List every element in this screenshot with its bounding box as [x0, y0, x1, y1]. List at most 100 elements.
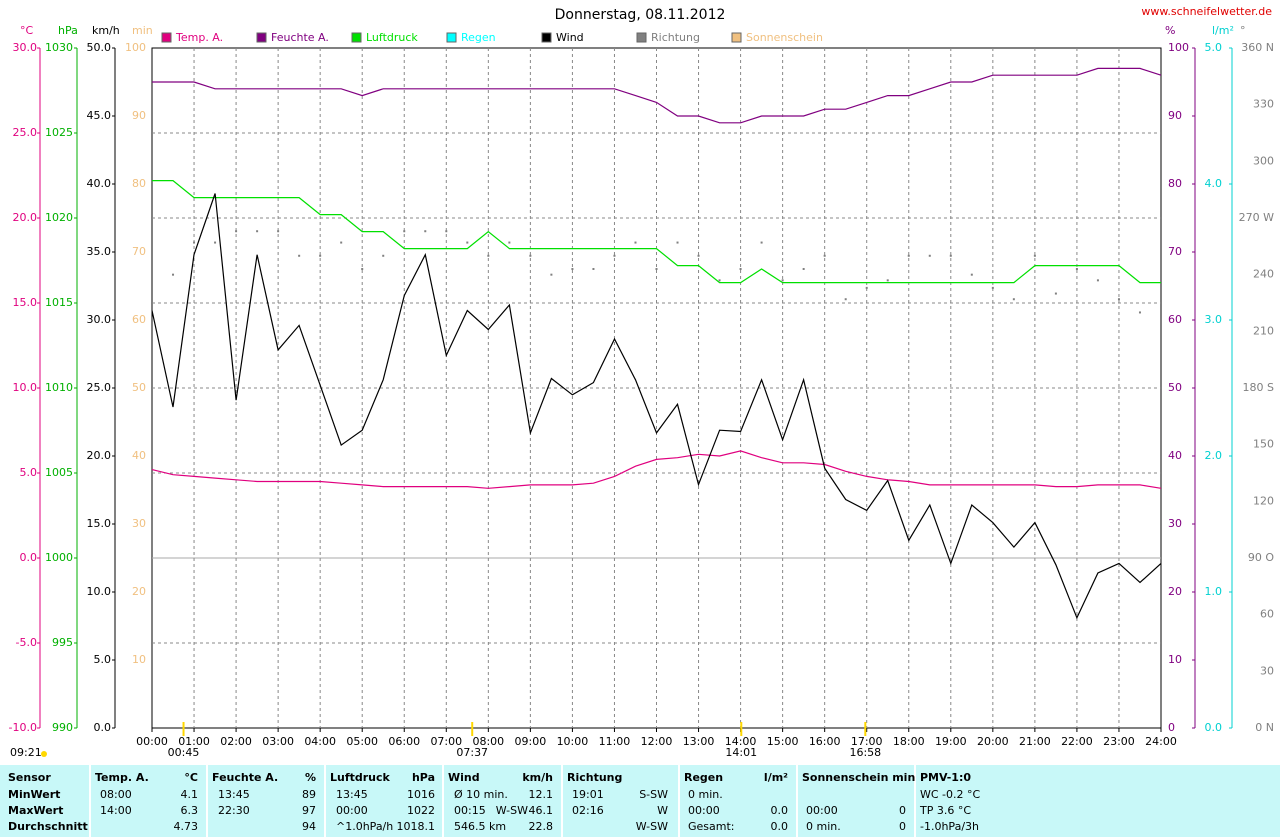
y-tick-label: 1020	[45, 211, 73, 224]
x-tick-label: 13:00	[683, 735, 715, 748]
direction-dot	[655, 268, 658, 270]
legend-label: Regen	[461, 31, 496, 44]
direction-dot	[718, 279, 721, 282]
table-cell: 4.73	[174, 820, 199, 833]
axis-unit: °C	[20, 24, 34, 37]
direction-dot	[991, 286, 994, 289]
direction-dot	[613, 254, 616, 257]
sun-icon	[41, 751, 47, 757]
x-tick-label: 01:00	[178, 735, 210, 748]
legend-swatch	[541, 32, 552, 43]
direction-dot	[634, 241, 637, 244]
table-cell: W-SW	[636, 820, 668, 833]
x-tick-label: 23:00	[1103, 735, 1135, 748]
legend-swatch	[636, 32, 647, 43]
table-cell: 14:00	[100, 804, 132, 817]
table-cell: 1022	[407, 804, 435, 817]
day-length: 09:21	[10, 746, 42, 759]
y-tick-label: 100	[1168, 41, 1189, 54]
table-cell: 46.1	[529, 804, 554, 817]
y-tick-label: 10.0	[87, 585, 112, 598]
y-tick-label: 20.0	[87, 449, 112, 462]
table-cell: 00:00	[688, 804, 720, 817]
direction-dot	[403, 230, 406, 233]
table-cell: TP 3.6 °C	[919, 804, 971, 817]
table-cell: 22:30	[218, 804, 250, 817]
direction-dot	[865, 286, 868, 289]
x-tick-label: 02:00	[220, 735, 252, 748]
y-tick-label: 70	[132, 245, 146, 258]
table-cell: 13:45	[218, 788, 250, 801]
axis-unit: km/h	[92, 24, 120, 37]
event-label: 07:37	[456, 746, 488, 759]
y-tick-label: 330	[1253, 98, 1274, 111]
y-tick-label: 1010	[45, 381, 73, 394]
y-tick-label: 1030	[45, 41, 73, 54]
table-cell: 94	[302, 820, 316, 833]
y-tick-label: 120	[1253, 494, 1274, 507]
legend-label: Richtung	[651, 31, 700, 44]
y-tick-label: 60	[1168, 313, 1182, 326]
direction-dot	[1117, 298, 1120, 301]
y-tick-label: 90	[1168, 109, 1182, 122]
table-cell: 13:45	[336, 788, 368, 801]
table-cell: 6.3	[181, 804, 199, 817]
direction-dot	[676, 241, 679, 244]
y-tick-label: 5.0	[94, 653, 112, 666]
table-header: Regen	[684, 771, 723, 784]
table-header: l/m²	[764, 771, 788, 784]
legend-label: Luftdruck	[366, 31, 418, 44]
y-tick-label: 5.0	[20, 466, 38, 479]
axis-unit: l/m²	[1212, 24, 1234, 37]
table-cell: 00:15	[454, 804, 486, 817]
x-tick-label: 21:00	[1019, 735, 1051, 748]
direction-dot	[928, 254, 931, 257]
table-cell: Ø 10 min.	[454, 788, 508, 801]
x-tick-label: 11:00	[599, 735, 631, 748]
legend-swatch	[256, 32, 267, 43]
legend-label: Wind	[556, 31, 584, 44]
direction-dot	[844, 298, 847, 301]
direction-dot	[214, 241, 217, 244]
table-cell: 89	[302, 788, 316, 801]
table-cell: S-SW	[639, 788, 668, 801]
table-cell: 0	[899, 804, 906, 817]
table-cell: 0 min.	[688, 788, 723, 801]
y-tick-label: 45.0	[87, 109, 112, 122]
direction-dot	[445, 230, 448, 233]
y-tick-label: 0	[1168, 721, 1175, 734]
series-line	[152, 180, 1161, 284]
table-cell: 4.1	[181, 788, 199, 801]
y-tick-label: 5.0	[1205, 41, 1223, 54]
x-tick-label: 04:00	[304, 735, 336, 748]
y-tick-label: 60	[1260, 608, 1274, 621]
table-cell: 0 min.	[806, 820, 841, 833]
table-cell: -1.0hPa/3h	[920, 820, 979, 833]
series-line	[152, 67, 1162, 124]
direction-dot	[340, 241, 343, 244]
event-label: 16:58	[849, 746, 881, 759]
legend-label: Temp. A.	[175, 31, 223, 44]
legend-swatch	[351, 32, 362, 43]
table-cell: 02:16	[572, 804, 604, 817]
axis-unit: °	[1240, 24, 1246, 37]
event-label: 00:45	[168, 746, 200, 759]
table-cell: 08:00	[100, 788, 132, 801]
y-tick-label: 40.0	[87, 177, 112, 190]
legend-swatch	[446, 32, 457, 43]
y-tick-label: 270 W	[1239, 211, 1274, 224]
y-tick-label: 150	[1253, 438, 1274, 451]
table-background	[0, 765, 1280, 837]
y-tick-label: 80	[132, 177, 146, 190]
y-tick-label: 0.0	[94, 721, 112, 734]
axis-unit: min	[132, 24, 153, 37]
y-tick-label: 90 O	[1248, 551, 1274, 564]
y-tick-label: 30	[1260, 664, 1274, 677]
table-cell: 00:00	[336, 804, 368, 817]
y-tick-label: 90	[132, 109, 146, 122]
direction-dot	[949, 254, 952, 257]
y-tick-label: 30.0	[13, 41, 38, 54]
row-label: MaxWert	[8, 804, 63, 817]
row-label: MinWert	[8, 788, 60, 801]
